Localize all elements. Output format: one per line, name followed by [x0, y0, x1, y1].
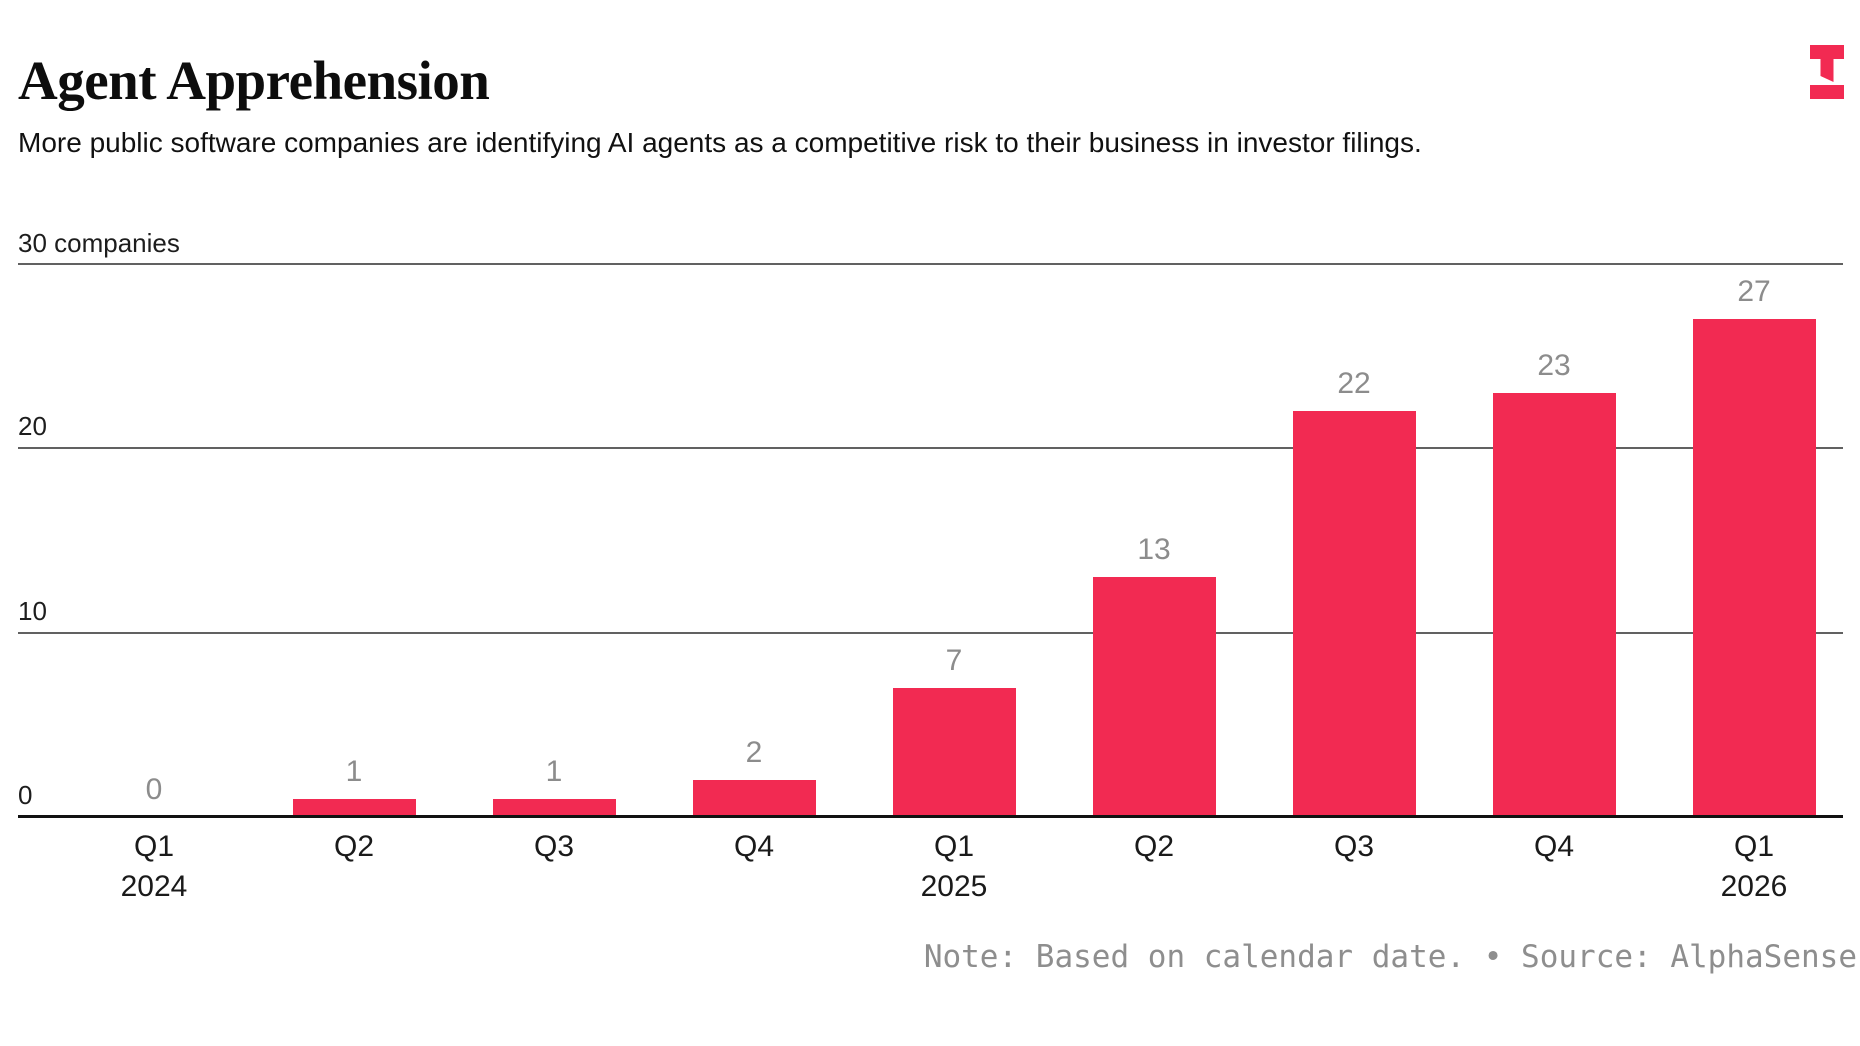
- x-year-label: 2024: [120, 870, 188, 903]
- bar-q3-2024: [492, 798, 616, 818]
- x-tick-label: Q3: [533, 830, 575, 863]
- bar-q4-2025: [1492, 393, 1616, 818]
- source-note: Note: Based on calendar date. • Source: …: [923, 939, 1857, 975]
- y-axis-label-10: 10: [18, 595, 47, 626]
- bar-value-label: 22: [1337, 367, 1371, 401]
- bar-value-label: 7: [945, 643, 963, 677]
- bar-q1-2026: [1692, 319, 1816, 818]
- x-tick-label: Q3: [1333, 830, 1375, 863]
- bar-value-label: 2: [745, 736, 763, 770]
- x-tick-label: Q4: [733, 830, 775, 863]
- x-tick-label: Q2: [333, 830, 375, 863]
- bar-value-label: 23: [1537, 349, 1571, 383]
- bar-value-label: 1: [545, 754, 563, 788]
- bar-q1-2025: [892, 687, 1016, 818]
- bar-q4-2024: [692, 780, 816, 818]
- chart-title: Agent Apprehension: [18, 50, 490, 111]
- bar-q3-2025: [1292, 411, 1416, 818]
- x-tick-label: Q1: [933, 830, 975, 863]
- bar-value-label: 27: [1737, 275, 1771, 309]
- chart-subtitle: More public software companies are ident…: [18, 127, 1422, 158]
- gridline-10: [18, 631, 1843, 634]
- x-tick-label: Q4: [1533, 830, 1575, 863]
- logo-glyph-i: [1810, 45, 1844, 99]
- y-axis-top-label: 30 companies: [18, 228, 180, 258]
- x-year-label: 2026: [1720, 870, 1788, 903]
- x-year-label: 2025: [920, 870, 988, 903]
- bar-value-label: 1: [345, 754, 363, 788]
- x-tick-label: Q1: [1733, 830, 1775, 863]
- x-axis-line: [18, 815, 1843, 818]
- bar-q2-2025: [1092, 577, 1216, 818]
- y-axis-label-20: 20: [18, 411, 47, 442]
- bar-q2-2024: [292, 798, 416, 818]
- x-tick-label: Q1: [133, 830, 175, 863]
- x-tick-label: Q2: [1133, 830, 1175, 863]
- bar-value-label: 0: [145, 773, 163, 806]
- y-axis-label-0: 0: [18, 780, 33, 810]
- gridline-30: [18, 263, 1843, 265]
- bar-value-label: 13: [1137, 533, 1171, 567]
- the-information-logo: [1810, 45, 1844, 99]
- gridline-20: [18, 447, 1843, 450]
